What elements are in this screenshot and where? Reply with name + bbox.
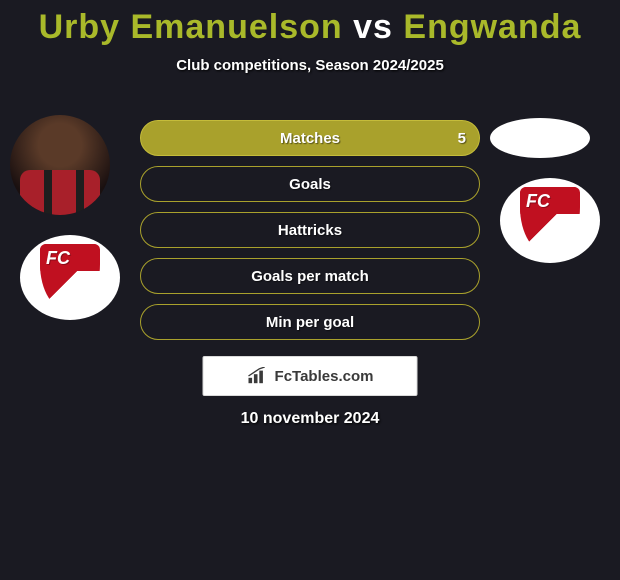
title-player1: Urby Emanuelson <box>39 8 343 46</box>
club-fc-text: FC <box>526 191 550 212</box>
stat-bar: Goals per match <box>140 258 480 294</box>
stat-bar: Min per goal <box>140 304 480 340</box>
stat-bar-label: Matches <box>280 130 340 147</box>
player2-avatar <box>490 118 590 158</box>
watermark: FcTables.com <box>203 356 418 396</box>
club-shield-icon: FC <box>520 187 580 255</box>
stat-bars: Matches 5 Goals Hattricks Goals per match Min… <box>140 120 480 350</box>
player2-club-badge: FC <box>500 178 600 263</box>
title-vs: vs <box>353 8 393 46</box>
stat-bar: Hattricks <box>140 212 480 248</box>
stat-bar: Goals <box>140 166 480 202</box>
stat-bar: Matches 5 <box>140 120 480 156</box>
club-shield-icon: FC <box>40 244 100 312</box>
stat-bar-label: Hattricks <box>278 222 342 239</box>
date-label: 10 november 2024 <box>0 410 620 428</box>
player1-club-badge: FC <box>20 235 120 320</box>
stat-bar-label: Goals per match <box>251 268 369 285</box>
stat-bar-label: Min per goal <box>266 314 354 331</box>
stat-bar-label: Goals <box>289 176 331 193</box>
club-fc-text: FC <box>46 248 70 269</box>
subtitle: Club competitions, Season 2024/2025 <box>0 57 620 74</box>
title-player2: Engwanda <box>403 8 581 46</box>
player1-avatar <box>10 115 110 215</box>
watermark-text: FcTables.com <box>275 368 374 385</box>
page-title: Urby Emanuelson vs Engwanda <box>0 0 620 47</box>
chart-icon <box>247 367 269 385</box>
stat-bar-value: 5 <box>458 130 466 147</box>
